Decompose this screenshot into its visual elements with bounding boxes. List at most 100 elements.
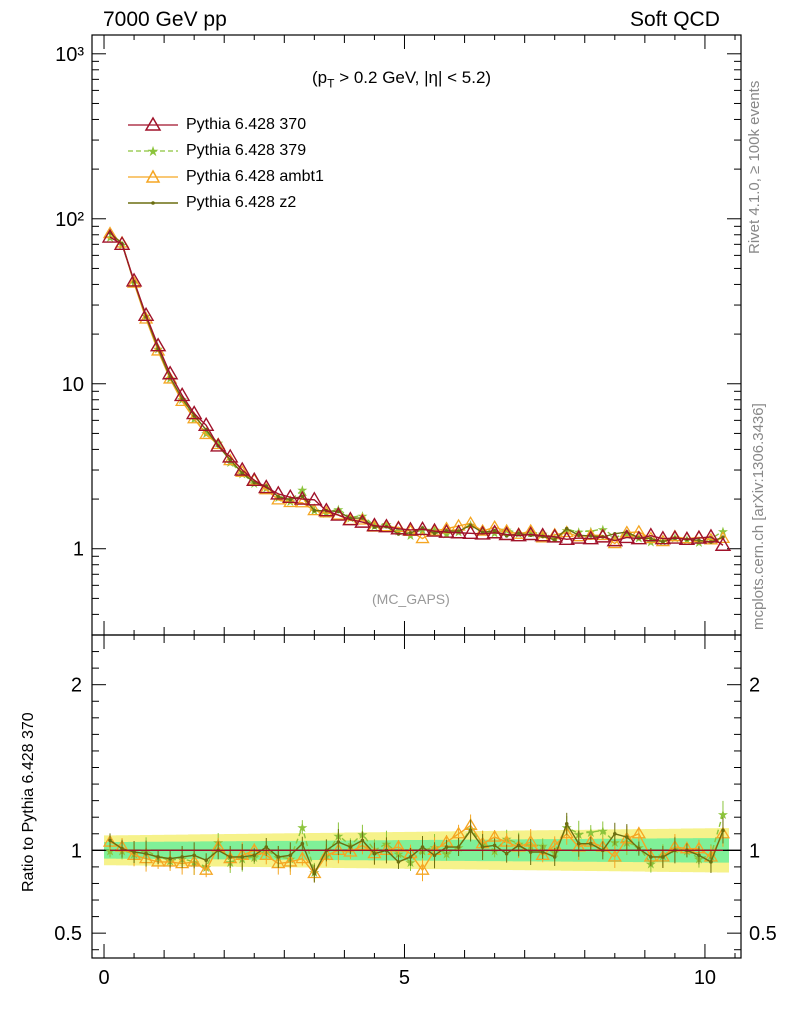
point-p370	[702, 528, 720, 543]
point-p379: ★	[525, 525, 537, 540]
point-p370	[342, 511, 359, 526]
point-p370	[294, 490, 311, 505]
ratio-point-z2	[528, 850, 533, 854]
point-z2	[228, 458, 233, 462]
analysis-label: (MC_GAPS)	[372, 591, 450, 607]
ratio-point-z2	[456, 845, 461, 849]
point-z2	[312, 508, 317, 513]
series-line-ambt1	[109, 232, 724, 545]
svg-text:★: ★	[147, 143, 160, 159]
legend-label-ambt1: Pythia 6.428 ambt1	[186, 168, 324, 185]
point-p370	[185, 405, 203, 420]
point-p370	[498, 526, 515, 541]
ratio-point-ambt1	[150, 854, 166, 867]
point-ambt1	[607, 536, 622, 549]
point-z2	[300, 494, 305, 499]
series-line-z2	[109, 232, 724, 543]
point-p370	[474, 525, 491, 540]
legend-marker-379: ★	[128, 143, 178, 159]
point-p370	[149, 337, 167, 352]
ratio-point-z2	[240, 855, 245, 859]
ratio-point-z2	[588, 841, 593, 846]
point-ambt1	[150, 343, 166, 356]
ratio-point-z2	[192, 853, 196, 858]
point-z2	[492, 528, 497, 533]
point-p379: ★	[693, 535, 705, 550]
ratio-point-z2	[288, 853, 293, 858]
point-ambt1	[307, 503, 322, 516]
point-p370	[630, 530, 648, 545]
ratio-point-z2	[180, 855, 184, 859]
point-ambt1	[715, 531, 731, 544]
point-z2	[276, 495, 281, 499]
ratio-point-z2	[120, 846, 124, 851]
point-p370	[221, 448, 239, 463]
ratio-y-tick-label-right: 0.5	[749, 923, 777, 945]
ratio-point-z2	[709, 860, 713, 864]
ratio-point-p379: ★	[296, 820, 308, 835]
ratio-point-z2	[492, 843, 497, 848]
point-p370	[678, 530, 696, 546]
point-p370	[330, 506, 347, 521]
ratio-point-z2	[204, 858, 208, 863]
ratio-point-z2	[649, 855, 653, 859]
ratio-point-z2	[444, 845, 449, 849]
ratio-y-tick-label: 2	[71, 675, 82, 697]
ratio-point-z2	[156, 855, 160, 859]
point-z2	[408, 531, 413, 535]
point-ambt1	[138, 311, 154, 324]
header-right: Soft QCD	[630, 8, 720, 31]
point-ambt1	[235, 464, 250, 477]
ratio-point-z2	[228, 855, 233, 859]
ratio-y-tick-label: 1	[71, 840, 82, 862]
ratio-y-tick-label-right: 1	[749, 840, 760, 862]
point-p370	[390, 520, 407, 535]
ratio-point-z2	[360, 838, 365, 843]
point-z2	[240, 471, 245, 475]
ratio-point-ambt1	[415, 862, 430, 875]
ratio-point-z2	[348, 845, 353, 849]
ratio-point-p379: ★	[393, 847, 405, 862]
point-p370	[426, 522, 443, 537]
point-ambt1	[295, 495, 310, 508]
point-p370	[570, 529, 587, 544]
ratio-point-z2	[432, 853, 437, 858]
point-p379: ★	[284, 494, 296, 509]
point-z2	[552, 538, 557, 542]
ratio-point-z2	[516, 843, 521, 848]
point-p370	[534, 527, 551, 542]
ratio-point-z2	[420, 845, 425, 849]
point-ambt1	[283, 495, 298, 508]
point-ambt1	[619, 525, 634, 538]
legend-item-370: Pythia 6.428 370	[128, 112, 324, 138]
ratio-point-z2	[625, 835, 629, 839]
point-z2	[564, 526, 569, 531]
point-p379: ★	[621, 527, 633, 542]
point-z2	[576, 533, 581, 538]
ratio-point-z2	[408, 855, 413, 859]
ratio-point-p379: ★	[717, 807, 729, 822]
point-p379: ★	[429, 523, 441, 538]
cut-condition: (pT > 0.2 GeV, |η| < 5.2)	[312, 68, 491, 90]
point-p370	[618, 529, 636, 544]
point-p370	[414, 520, 431, 536]
ratio-y-tick-label-right: 2	[749, 675, 760, 697]
point-p370	[486, 524, 503, 539]
ratio-line-ambt1	[109, 824, 724, 875]
point-p370	[606, 532, 624, 547]
point-p370	[161, 365, 179, 380]
legend-label-z2: Pythia 6.428 z2	[186, 194, 297, 211]
legend-item-379: ★ Pythia 6.428 379	[128, 138, 324, 164]
series-line-p379	[109, 236, 724, 543]
point-p370	[714, 536, 732, 551]
ratio-point-z2	[108, 838, 112, 843]
ratio-y-tick-label: 0.5	[54, 923, 82, 945]
legend-marker-370	[128, 116, 178, 131]
point-p370	[173, 387, 191, 402]
y-tick-label: 10²	[55, 209, 84, 231]
point-z2	[432, 531, 437, 536]
ratio-point-z2	[252, 853, 257, 858]
point-p370	[690, 529, 708, 544]
y-tick-label: 10	[62, 374, 84, 396]
